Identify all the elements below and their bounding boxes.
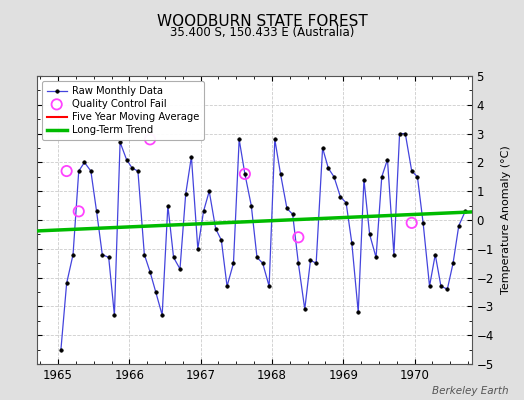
Legend: Raw Monthly Data, Quality Control Fail, Five Year Moving Average, Long-Term Tren: Raw Monthly Data, Quality Control Fail, … [42,81,204,140]
Quality Control Fail [146,136,154,142]
Raw Monthly Data [135,169,141,174]
Raw Monthly Data [462,209,468,214]
Raw Monthly Data [58,347,64,352]
Raw Monthly Data [195,246,201,251]
Y-axis label: Temperature Anomaly (°C): Temperature Anomaly (°C) [501,146,511,294]
Text: WOODBURN STATE FOREST: WOODBURN STATE FOREST [157,14,367,29]
Raw Monthly Data [456,223,462,228]
Quality Control Fail [408,220,416,226]
Text: 35.400 S, 150.433 E (Australia): 35.400 S, 150.433 E (Australia) [170,26,354,39]
Quality Control Fail [294,234,302,240]
Raw Monthly Data [188,154,194,159]
Quality Control Fail [74,208,83,214]
Raw Monthly Data [88,169,94,174]
Line: Raw Monthly Data: Raw Monthly Data [59,132,467,351]
Raw Monthly Data [289,212,296,217]
Raw Monthly Data [397,131,403,136]
Text: Berkeley Earth: Berkeley Earth [432,386,508,396]
Quality Control Fail [241,171,249,177]
Quality Control Fail [62,168,71,174]
